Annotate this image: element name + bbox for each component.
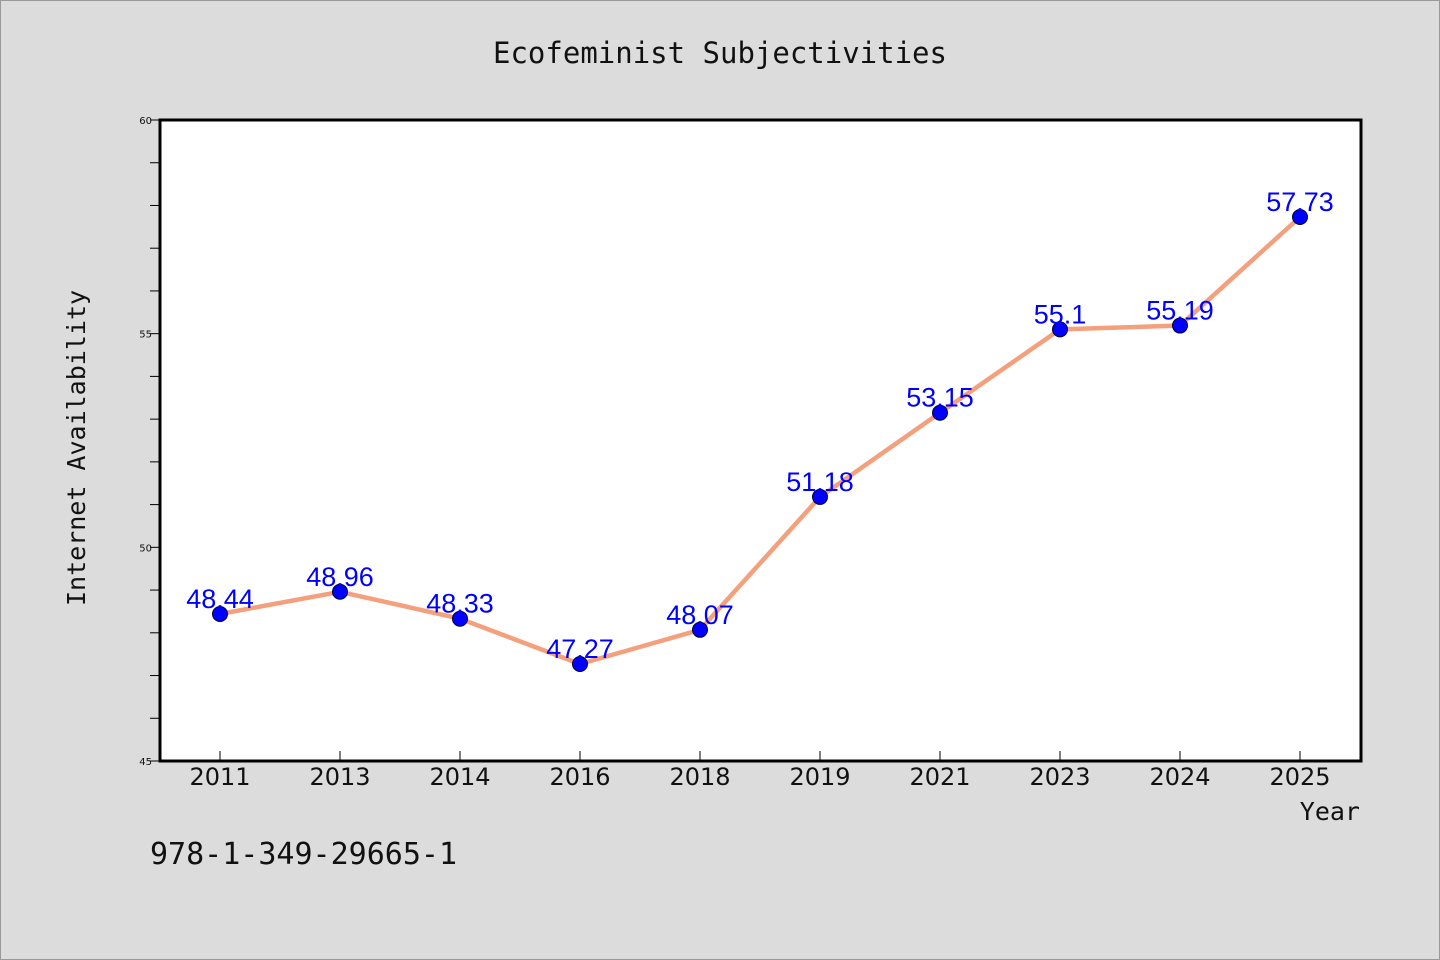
data-point — [932, 404, 948, 421]
x-tick-label: 2025 — [1269, 763, 1330, 791]
data-point — [1052, 321, 1068, 338]
data-label: 55.1 — [1034, 299, 1087, 329]
x-tick-label: 2021 — [909, 763, 970, 791]
data-label: 55.19 — [1146, 296, 1214, 326]
data-point — [212, 605, 228, 622]
y-axis-title: Internet Availability — [62, 290, 91, 606]
x-axis-ticks: 2011 2013 2014 2016 2018 2019 2021 2023 2024 2025 — [189, 751, 1331, 791]
y-tick-label: 60 — [139, 116, 152, 127]
data-point — [1172, 317, 1188, 334]
plot-area — [158, 118, 1363, 763]
data-point — [692, 621, 708, 638]
data-point — [1292, 209, 1308, 226]
series-line — [217, 214, 1303, 667]
data-label: 48.33 — [426, 589, 494, 619]
chart-title: Ecofeminist Subjectivities — [493, 36, 947, 70]
isbn-text: 978-1-349-29665-1 — [150, 837, 457, 872]
y-tick-label: 55 — [139, 330, 152, 341]
x-tick-label: 2014 — [429, 763, 490, 791]
data-point — [332, 583, 348, 600]
y-tick-label: 50 — [139, 543, 152, 554]
data-label: 47.27 — [546, 634, 614, 664]
data-point — [812, 488, 828, 505]
data-point — [452, 610, 468, 627]
y-tick-label: 45 — [139, 757, 152, 768]
data-label: 57.73 — [1266, 187, 1334, 217]
data-label: 48.44 — [186, 584, 254, 614]
data-label: 53.15 — [906, 383, 974, 413]
data-labels: 48.44 48.96 48.33 47.27 48.07 51.18 53.15 55.1 5… — [186, 187, 1334, 664]
data-label: 51.18 — [786, 467, 854, 497]
x-tick-label: 2013 — [309, 763, 370, 791]
data-label: 48.07 — [666, 600, 734, 630]
data-label: 48.96 — [306, 562, 374, 592]
x-tick-label: 2024 — [1149, 763, 1210, 791]
x-tick-label: 2018 — [669, 763, 730, 791]
x-tick-label: 2016 — [549, 763, 610, 791]
data-point — [572, 655, 588, 672]
data-markers — [212, 209, 1308, 672]
y-axis-ticks: 45 50 55 60 — [139, 116, 160, 768]
x-axis-title: Year — [1300, 797, 1360, 826]
x-tick-label: 2023 — [1029, 763, 1090, 791]
x-tick-label: 2019 — [789, 763, 850, 791]
x-tick-label: 2011 — [189, 763, 250, 791]
